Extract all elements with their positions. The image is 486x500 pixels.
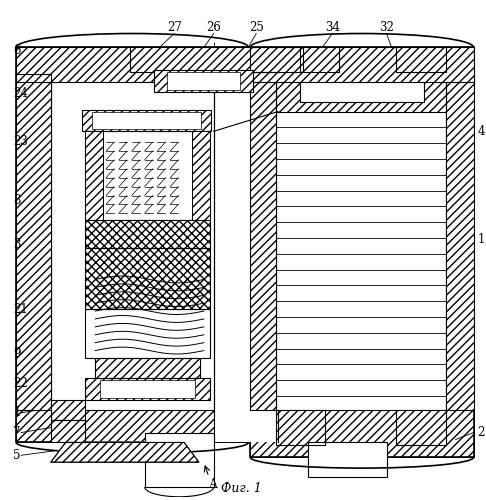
Bar bbox=[86, 309, 210, 358]
Text: Фиг. 1: Фиг. 1 bbox=[221, 482, 262, 496]
Bar bbox=[16, 74, 51, 410]
Text: 4: 4 bbox=[477, 125, 485, 138]
Bar bbox=[51, 420, 86, 442]
Text: 8: 8 bbox=[13, 194, 20, 207]
Text: 26: 26 bbox=[206, 21, 221, 34]
Text: 5: 5 bbox=[13, 449, 21, 462]
Bar bbox=[250, 74, 276, 410]
Bar bbox=[308, 442, 386, 477]
Bar bbox=[51, 74, 214, 410]
Bar bbox=[16, 48, 248, 82]
Bar bbox=[250, 74, 276, 410]
Bar bbox=[86, 132, 103, 220]
Text: 6: 6 bbox=[13, 44, 21, 57]
Bar bbox=[250, 48, 473, 457]
Text: 23: 23 bbox=[13, 134, 28, 147]
Bar bbox=[155, 70, 253, 92]
Bar bbox=[86, 378, 210, 400]
Text: А: А bbox=[209, 478, 218, 492]
Bar bbox=[86, 132, 210, 220]
Bar bbox=[276, 410, 325, 446]
Text: 25: 25 bbox=[249, 21, 263, 34]
Bar bbox=[276, 57, 446, 112]
Text: 27: 27 bbox=[167, 21, 182, 34]
Text: 22: 22 bbox=[13, 376, 28, 390]
Text: 3: 3 bbox=[13, 238, 21, 252]
Bar bbox=[276, 57, 446, 112]
Bar bbox=[16, 48, 248, 442]
Bar bbox=[100, 380, 195, 398]
Text: 1: 1 bbox=[477, 234, 485, 246]
Bar bbox=[86, 378, 210, 400]
Bar bbox=[446, 74, 473, 410]
Bar bbox=[250, 48, 473, 82]
Bar bbox=[300, 48, 339, 72]
Bar bbox=[214, 72, 278, 442]
Bar bbox=[155, 70, 253, 92]
Bar bbox=[276, 410, 325, 446]
Bar bbox=[130, 48, 303, 72]
Bar bbox=[86, 220, 210, 248]
Bar bbox=[192, 132, 210, 220]
Bar bbox=[397, 410, 446, 446]
Bar bbox=[51, 420, 86, 442]
Bar bbox=[86, 220, 210, 248]
Text: 24: 24 bbox=[13, 88, 28, 101]
Text: 21: 21 bbox=[13, 302, 28, 316]
Bar bbox=[83, 110, 211, 132]
Bar bbox=[250, 48, 473, 82]
Bar bbox=[300, 57, 424, 102]
Bar bbox=[167, 72, 241, 90]
Bar bbox=[250, 48, 473, 457]
Bar bbox=[83, 110, 211, 132]
Bar bbox=[300, 48, 339, 72]
Bar bbox=[86, 132, 103, 220]
Bar bbox=[192, 132, 210, 220]
Bar bbox=[446, 74, 473, 410]
Bar bbox=[95, 358, 200, 378]
Bar bbox=[276, 74, 446, 410]
Bar bbox=[51, 400, 86, 419]
Bar bbox=[86, 248, 210, 309]
Bar bbox=[145, 432, 214, 487]
Text: 34: 34 bbox=[325, 21, 340, 34]
Bar bbox=[397, 48, 446, 72]
Bar bbox=[16, 48, 248, 442]
Bar bbox=[51, 400, 86, 419]
Bar bbox=[130, 48, 303, 72]
Text: 1: 1 bbox=[13, 406, 20, 420]
Bar bbox=[397, 48, 446, 72]
Polygon shape bbox=[51, 442, 199, 462]
Text: 7: 7 bbox=[13, 426, 21, 439]
Bar bbox=[16, 74, 51, 410]
Bar bbox=[92, 112, 201, 130]
Bar bbox=[397, 410, 446, 446]
Bar bbox=[86, 248, 210, 309]
Text: 32: 32 bbox=[379, 21, 394, 34]
Bar bbox=[95, 358, 200, 378]
Text: 9: 9 bbox=[13, 347, 21, 360]
Text: 2: 2 bbox=[477, 426, 485, 439]
Bar bbox=[16, 48, 248, 82]
